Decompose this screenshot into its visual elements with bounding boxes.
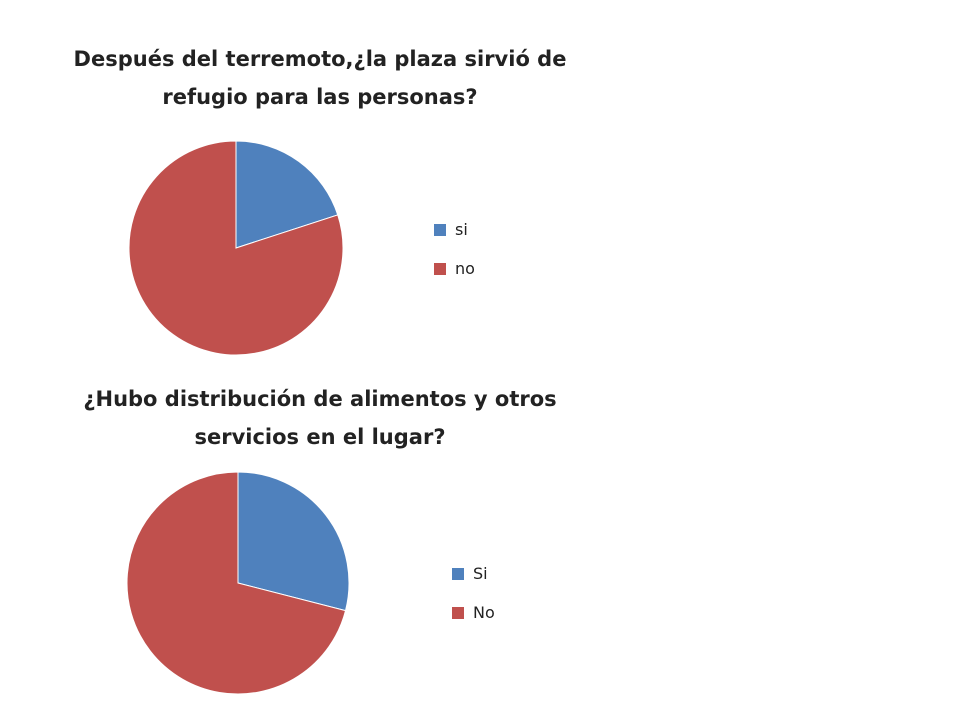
pie-slice-no xyxy=(126,471,347,695)
chart-title-line-2: servicios en el lugar? xyxy=(194,425,446,449)
chart-title: ¿Hubo distribución de alimentos y otros … xyxy=(60,380,580,456)
legend-label-no: No xyxy=(473,603,495,622)
legend-swatch-si xyxy=(452,567,464,580)
pie-slice-si xyxy=(235,140,339,249)
legend-item-si: si xyxy=(434,210,475,249)
chart-title: Después del terremoto,¿la plaza sirvió d… xyxy=(60,40,580,116)
pie-plot xyxy=(128,140,344,356)
legend-label-si: si xyxy=(455,220,468,239)
pie-plot xyxy=(126,471,350,695)
chart-title-line-1: ¿Hubo distribución de alimentos y otros xyxy=(83,387,557,411)
pie-chart-alimentos: ¿Hubo distribución de alimentos y otros … xyxy=(60,380,580,720)
chart-title-line-2: refugio para las personas? xyxy=(162,85,478,109)
legend: si no xyxy=(434,210,475,288)
pie-slice-no xyxy=(128,140,344,356)
legend-item-no: No xyxy=(452,593,495,632)
chart-title-line-1: Después del terremoto,¿la plaza sirvió d… xyxy=(73,47,567,71)
legend-swatch-no xyxy=(452,606,464,619)
legend: Si No xyxy=(452,554,495,632)
legend-swatch-si xyxy=(434,223,446,236)
pie-chart-refugio: Después del terremoto,¿la plaza sirvió d… xyxy=(60,40,580,370)
legend-item-si: Si xyxy=(452,554,495,593)
legend-swatch-no xyxy=(434,262,446,275)
legend-label-si: Si xyxy=(473,564,488,583)
legend-label-no: no xyxy=(455,259,475,278)
pie-slice-si xyxy=(237,471,350,612)
legend-item-no: no xyxy=(434,249,475,288)
